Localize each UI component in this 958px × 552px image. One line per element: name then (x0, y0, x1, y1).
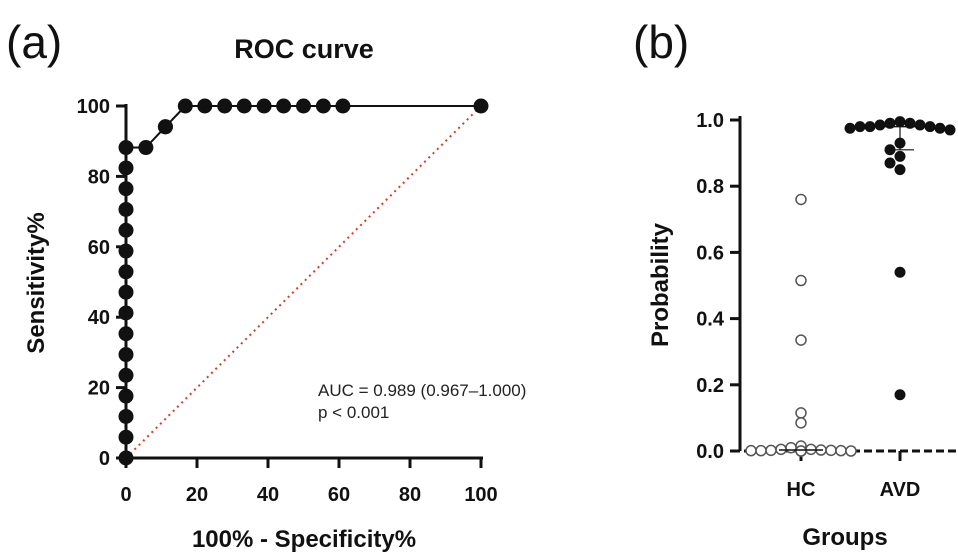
roc-point (118, 284, 134, 300)
prob-point-hc (755, 444, 767, 457)
roc-point (118, 243, 134, 259)
roc-point (157, 119, 173, 135)
prob-point-hc (795, 407, 807, 419)
prob-y-tick-label: 0.0 (696, 441, 724, 463)
prob-point-avd (924, 121, 936, 133)
prob-point-hc (785, 441, 797, 454)
roc-point (197, 98, 213, 114)
roc-point (118, 408, 134, 424)
roc-x-tick-label: 100 (464, 484, 497, 506)
prob-point-avd (934, 122, 946, 134)
probability-y-axis-title: Probability (647, 222, 674, 347)
roc-point (118, 140, 134, 156)
roc-point (118, 201, 134, 217)
prob-y-tick-label: 1.0 (696, 110, 724, 132)
prob-point-avd (894, 266, 906, 278)
roc-points (118, 98, 489, 466)
roc-point (118, 347, 134, 363)
roc-y-tick-label: 0 (99, 448, 110, 470)
groups-x-axis-title: Groups (802, 524, 887, 551)
roc-title: ROC curve (234, 34, 374, 64)
prob-y-tick-label: 0.4 (696, 309, 725, 331)
panel-b: (b) 0.0 0.2 0.4 0.6 0.8 1.0 HC AVD Groups Proba… (633, 16, 958, 551)
roc-y-axis-title: Sensitivity% (23, 212, 50, 353)
prob-point-hc (795, 334, 807, 346)
panel-a-label: (a) (6, 16, 62, 68)
roc-point (118, 305, 134, 321)
roc-curve-line (125, 105, 481, 458)
prob-y-tick-label: 0.6 (696, 242, 724, 264)
prob-point-avd (914, 119, 926, 131)
prob-point-hc (825, 444, 837, 457)
roc-axes: 0 20 40 60 80 100 0 20 40 60 80 100 (77, 96, 498, 506)
prob-point-hc (765, 444, 777, 457)
reference-diagonal-line (125, 105, 482, 459)
prob-point-avd (944, 124, 956, 136)
roc-point (256, 98, 272, 114)
roc-y-tick-label: 100 (77, 96, 110, 118)
prob-point-avd (894, 150, 906, 162)
prob-point-avd (854, 121, 866, 133)
panel-a: (a) ROC curve 0 20 40 60 80 100 0 20 40 60 80 100 1… (6, 16, 526, 552)
prob-point-avd (864, 121, 876, 133)
roc-point (296, 98, 311, 114)
prob-point-avd (884, 157, 896, 169)
prob-point-avd (844, 122, 856, 134)
roc-point (118, 450, 134, 466)
panel-b-label: (b) (633, 16, 689, 68)
roc-point (118, 222, 134, 238)
prob-point-hc (835, 444, 847, 457)
roc-point (118, 326, 134, 342)
roc-x-tick-label: 80 (399, 484, 421, 506)
roc-point (236, 98, 252, 114)
roc-y-tick-label: 40 (88, 307, 110, 329)
prob-point-hc (795, 274, 807, 287)
roc-point (315, 98, 331, 114)
probability-points (745, 116, 956, 457)
roc-point (118, 388, 134, 404)
roc-point (138, 140, 154, 156)
roc-y-tick-label: 80 (88, 166, 110, 188)
roc-y-tick-label: 20 (88, 378, 110, 400)
roc-x-axis-title: 100% - Specificity% (192, 526, 416, 552)
roc-point (276, 98, 292, 114)
prob-x-tick-label-hc: HC (787, 479, 816, 501)
roc-point (335, 98, 351, 114)
roc-point (118, 367, 134, 383)
roc-point (118, 181, 134, 197)
prob-point-avd (874, 119, 886, 131)
roc-x-tick-label: 20 (186, 484, 208, 506)
roc-point (118, 160, 134, 176)
roc-x-tick-label: 60 (328, 484, 350, 506)
roc-y-tick-label: 60 (88, 237, 110, 259)
prob-point-avd (894, 116, 906, 128)
roc-point (118, 264, 134, 280)
prob-point-hc (845, 445, 857, 457)
prob-point-hc (795, 417, 807, 429)
prob-point-hc (745, 444, 757, 457)
auc-annotation: AUC = 0.989 (0.967–1.000) (318, 381, 526, 400)
probability-axes: 0.0 0.2 0.4 0.6 0.8 1.0 HC AVD (696, 110, 958, 501)
prob-y-tick-label: 0.2 (696, 375, 724, 397)
roc-x-tick-label: 0 (120, 484, 131, 506)
prob-y-tick-label: 0.8 (696, 176, 724, 198)
prob-x-tick-label-avd: AVD (880, 479, 921, 501)
prob-point-avd (894, 389, 906, 401)
prob-point-avd (894, 164, 906, 176)
roc-point (217, 98, 233, 114)
roc-point (473, 98, 489, 114)
prob-point-hc (795, 445, 807, 457)
p-value-annotation: p < 0.001 (318, 403, 389, 422)
prob-point-hc (795, 193, 807, 206)
roc-x-tick-label: 40 (257, 484, 279, 506)
roc-point (118, 429, 134, 445)
roc-point (177, 98, 193, 114)
